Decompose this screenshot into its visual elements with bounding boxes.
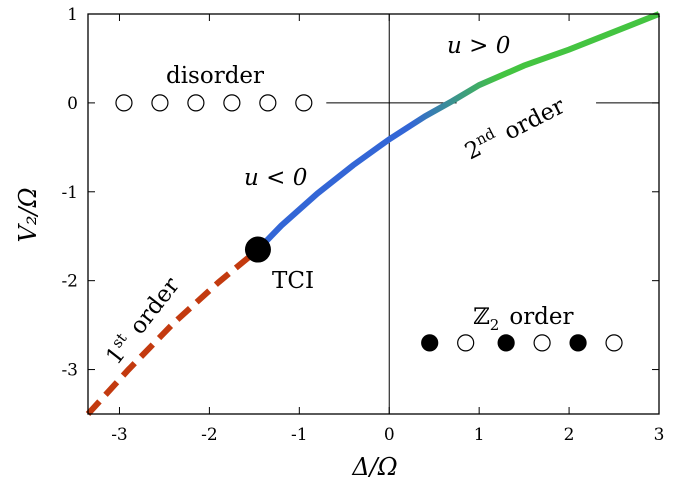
disorder-site-circle	[115, 94, 133, 112]
z2-site-circle	[605, 334, 623, 352]
second-order-line	[255, 11, 661, 252]
reference-lines	[326, 14, 659, 414]
x-tick-label: 2	[564, 425, 575, 445]
y-tick-label: -3	[61, 361, 78, 381]
x-axis-title: Δ/Ω	[351, 453, 397, 481]
disorder-label: disorder	[166, 63, 264, 89]
axis-ticks: -3 -2 -1 0 1 2 3 -3 -2 -1 0 1	[61, 5, 664, 445]
y-tick-label: -1	[61, 183, 78, 203]
disorder-site-circle	[223, 94, 241, 112]
z2-order-label: ℤ2 order	[473, 304, 574, 334]
z2-symbol: ℤ	[473, 304, 490, 330]
z2-site-circle	[533, 334, 551, 352]
z2-site-circle	[569, 334, 587, 352]
second-order-label: 2ndorder	[460, 90, 569, 165]
y-tick-label: 0	[67, 94, 78, 114]
disorder-site-circle	[259, 94, 277, 112]
z2-order-word: order	[509, 304, 573, 330]
x-tick-label: -2	[201, 425, 218, 445]
tci-label: TCI	[272, 268, 314, 294]
second-order-word: order	[500, 93, 569, 145]
first-order-line	[85, 247, 260, 417]
y-tick-label: 1	[67, 5, 78, 25]
x-tick-label: -1	[291, 425, 308, 445]
y-tick-label: -2	[61, 272, 78, 292]
x-tick-label: 3	[654, 425, 665, 445]
lattice-circles	[115, 94, 623, 352]
y-axis-title: V₂/Ω	[14, 188, 42, 243]
x-tick-label: 0	[384, 425, 395, 445]
markers	[244, 236, 271, 263]
x-tick-label: 1	[474, 425, 485, 445]
disorder-site-circle	[151, 94, 169, 112]
u-positive-label: u > 0	[447, 33, 510, 59]
tci-point-marker	[244, 236, 271, 263]
u-negative-label: u < 0	[244, 165, 307, 191]
x-tick-label: -3	[111, 425, 128, 445]
plot-frame	[87, 13, 660, 415]
disorder-site-circle	[295, 94, 313, 112]
z2-site-circle	[497, 334, 515, 352]
disorder-site-circle	[187, 94, 205, 112]
z2-site-circle	[457, 334, 475, 352]
phase-boundaries	[85, 11, 661, 417]
z2-subscript: 2	[490, 316, 500, 334]
z2-site-circle	[421, 334, 439, 352]
first-order-word: order	[125, 273, 185, 340]
